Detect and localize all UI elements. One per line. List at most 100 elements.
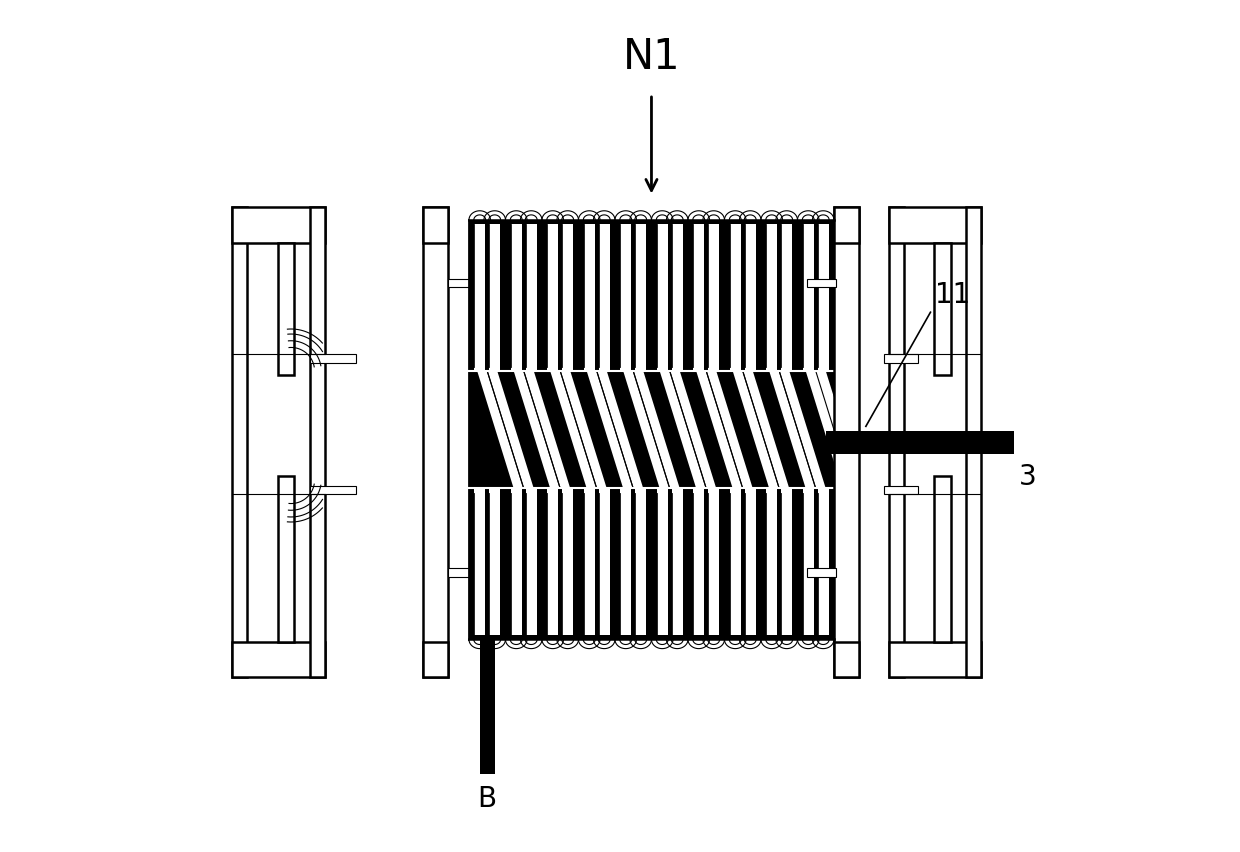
Bar [278, 244, 294, 376]
Bar [620, 489, 631, 636]
Polygon shape [469, 640, 491, 649]
Polygon shape [666, 640, 688, 649]
Polygon shape [594, 211, 615, 221]
Polygon shape [761, 640, 782, 649]
Bar [744, 225, 756, 371]
Polygon shape [506, 640, 527, 649]
Polygon shape [797, 211, 818, 221]
Bar [469, 221, 835, 640]
Bar [232, 642, 325, 677]
Bar [489, 225, 501, 371]
Polygon shape [688, 211, 709, 221]
Polygon shape [469, 640, 491, 649]
Bar [599, 489, 610, 636]
Polygon shape [557, 640, 578, 649]
Polygon shape [724, 211, 746, 221]
Bar [278, 476, 294, 642]
Polygon shape [542, 211, 563, 221]
Polygon shape [594, 640, 615, 649]
Polygon shape [484, 211, 506, 221]
Bar [232, 208, 248, 677]
Bar [310, 486, 356, 495]
Bar [693, 489, 704, 636]
Polygon shape [761, 211, 782, 221]
Polygon shape [579, 640, 600, 649]
Polygon shape [703, 211, 724, 221]
Polygon shape [666, 211, 688, 221]
Bar [802, 225, 813, 371]
Bar [868, 431, 1014, 454]
Polygon shape [739, 640, 761, 649]
Polygon shape [615, 640, 636, 649]
Polygon shape [739, 211, 761, 221]
Bar [620, 225, 631, 371]
Bar [656, 489, 668, 636]
Bar [744, 489, 756, 636]
Polygon shape [776, 640, 797, 649]
Polygon shape [733, 371, 789, 489]
Text: B: B [477, 784, 497, 812]
Polygon shape [521, 640, 542, 649]
Bar [562, 225, 573, 371]
Text: 11: 11 [935, 280, 970, 308]
Polygon shape [521, 211, 542, 221]
Bar [511, 489, 522, 636]
Polygon shape [587, 371, 644, 489]
Polygon shape [521, 640, 542, 649]
Polygon shape [484, 211, 506, 221]
Polygon shape [484, 640, 506, 649]
Bar [562, 489, 573, 636]
Bar [672, 489, 683, 636]
Bar [423, 208, 448, 244]
Polygon shape [812, 640, 835, 649]
Polygon shape [506, 211, 527, 221]
Polygon shape [776, 211, 797, 221]
Bar [693, 225, 704, 371]
Bar [889, 208, 904, 677]
Bar [966, 208, 981, 677]
Polygon shape [521, 211, 542, 221]
Bar [802, 489, 813, 636]
Bar [511, 225, 522, 371]
Bar [817, 225, 828, 371]
Bar [807, 279, 836, 288]
Bar [807, 568, 836, 577]
Polygon shape [696, 371, 753, 489]
Polygon shape [703, 211, 724, 221]
Bar [729, 489, 740, 636]
Bar [547, 225, 558, 371]
Bar [656, 225, 668, 371]
Bar [729, 225, 740, 371]
Bar [526, 225, 537, 371]
Bar [547, 489, 558, 636]
Polygon shape [477, 371, 533, 489]
Bar [766, 225, 777, 371]
Polygon shape [688, 640, 709, 649]
Polygon shape [615, 640, 636, 649]
Polygon shape [469, 211, 491, 221]
Polygon shape [703, 640, 724, 649]
Bar [310, 354, 356, 363]
Polygon shape [542, 640, 563, 649]
Polygon shape [812, 211, 835, 221]
Polygon shape [630, 211, 651, 221]
Polygon shape [651, 640, 673, 649]
Polygon shape [579, 640, 600, 649]
Polygon shape [739, 211, 761, 221]
Polygon shape [761, 640, 782, 649]
Polygon shape [542, 640, 563, 649]
Bar [489, 489, 501, 636]
Polygon shape [688, 640, 709, 649]
Polygon shape [724, 640, 746, 649]
Bar [469, 371, 835, 489]
Polygon shape [630, 211, 651, 221]
Bar [474, 489, 485, 636]
Polygon shape [666, 211, 688, 221]
Bar [635, 225, 646, 371]
Bar [781, 225, 792, 371]
Polygon shape [776, 211, 797, 221]
Polygon shape [624, 371, 680, 489]
Polygon shape [739, 640, 761, 649]
Bar [708, 489, 719, 636]
Text: N1: N1 [622, 37, 681, 78]
